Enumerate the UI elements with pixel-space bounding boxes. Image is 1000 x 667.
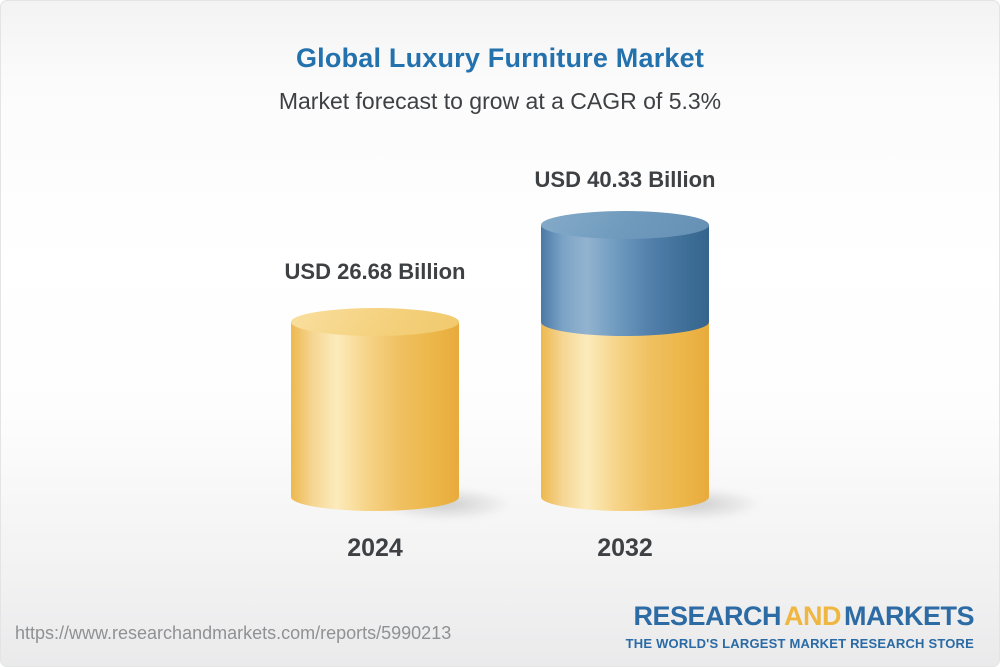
footer: https://www.researchandmarkets.com/repor… xyxy=(1,586,999,666)
category-label-2032: 2032 xyxy=(597,534,653,562)
category-label-2024: 2024 xyxy=(347,534,403,562)
bar-segment-2024-gold xyxy=(291,322,459,511)
bar-segment-2032-gold xyxy=(541,322,709,511)
chart-area: USD 26.68 Billion USD 40.33 Billion 2024… xyxy=(1,1,999,601)
chart-title: Global Luxury Furniture Market xyxy=(295,43,705,73)
research-and-markets-logo: RESEARCH AND MARKETS THE WORLD'S LARGEST M… xyxy=(625,603,975,652)
bar-segment-2032-blue xyxy=(541,225,709,336)
cylinder-cap-2032 xyxy=(541,211,709,239)
logo-wordmark: RESEARCH AND MARKETS xyxy=(626,603,974,630)
logo-word-research: RESEARCH xyxy=(633,601,781,631)
logo-word-and: AND xyxy=(784,601,842,631)
logo-word-markets: MARKETS xyxy=(844,601,975,631)
source-url: https://www.researchandmarkets.com/repor… xyxy=(15,623,452,643)
logo-tagline: THE WORLD'S LARGEST MARKET RESEARCH STOR… xyxy=(625,636,974,651)
cylinder-cap-2024 xyxy=(291,308,459,336)
value-label-2032: USD 40.33 Billion xyxy=(534,167,716,192)
value-label-2024: USD 26.68 Billion xyxy=(284,259,466,284)
chart-subtitle: Market forecast to grow at a CAGR of 5.3… xyxy=(278,88,722,114)
